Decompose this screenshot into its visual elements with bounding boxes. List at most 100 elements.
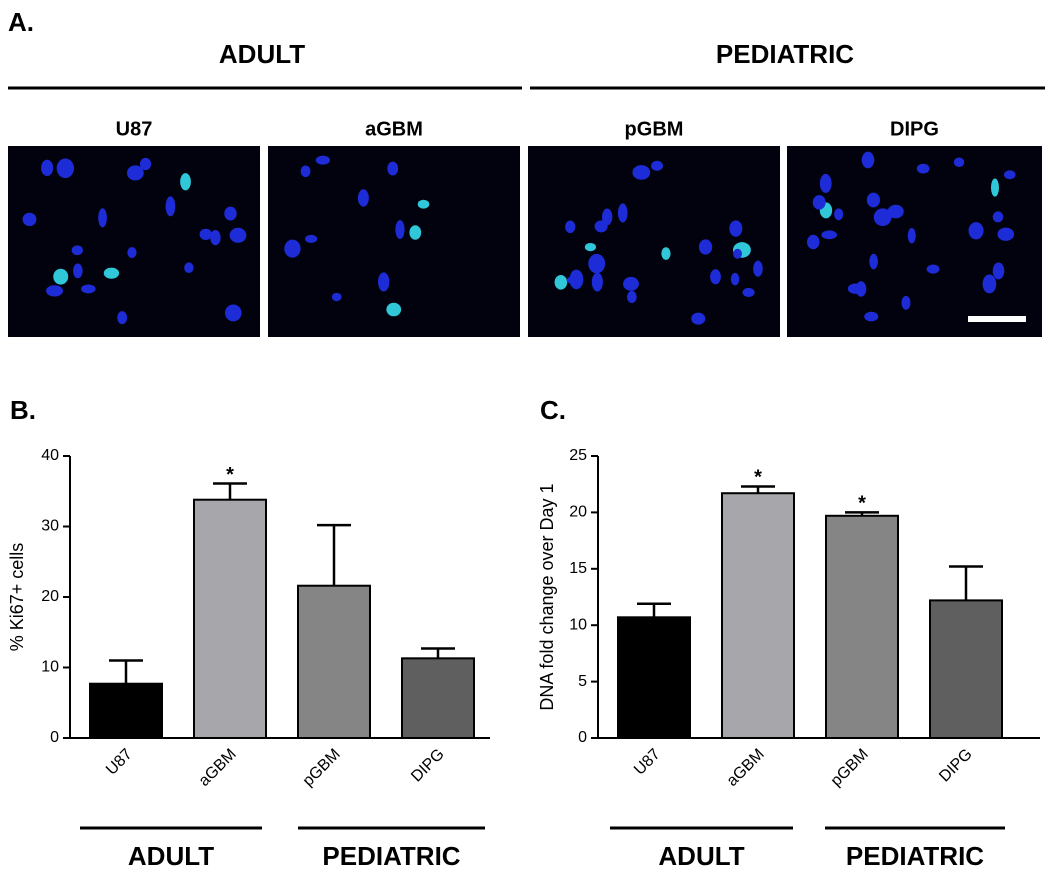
cell <box>565 220 576 234</box>
cell <box>742 287 755 297</box>
x-tick-label: pGBM <box>300 746 344 790</box>
cell <box>729 220 743 237</box>
cell <box>284 239 301 258</box>
y-tick-label: 40 <box>41 447 59 464</box>
x-tick-label: aGBM <box>196 746 240 790</box>
cell <box>81 284 96 294</box>
cell <box>887 204 904 219</box>
cell <box>926 264 940 274</box>
group-label: PEDIATRIC <box>322 841 460 871</box>
cell <box>126 165 144 181</box>
error-bar <box>741 485 775 494</box>
cell <box>601 208 613 226</box>
cell <box>224 206 237 221</box>
scale-bar <box>968 316 1026 322</box>
x-tick-label: DIPG <box>408 746 448 786</box>
significance: * <box>226 464 234 486</box>
error-bar <box>109 659 143 684</box>
cell <box>331 292 342 302</box>
y-tick-label: 20 <box>41 588 59 605</box>
cell <box>869 253 878 270</box>
cell <box>866 192 881 208</box>
cell <box>554 275 568 290</box>
cell <box>1004 170 1016 180</box>
cell <box>812 195 826 210</box>
micrograph <box>528 146 780 337</box>
bar <box>89 682 163 740</box>
cell <box>901 295 911 310</box>
image-label: U87 <box>116 118 153 140</box>
group-label: PEDIATRIC <box>846 841 984 871</box>
cell <box>730 272 740 286</box>
cell <box>834 208 844 221</box>
cell <box>821 230 837 240</box>
cell <box>378 272 390 292</box>
cell <box>224 304 242 322</box>
cell <box>184 262 194 274</box>
cell <box>315 155 331 165</box>
cell <box>710 269 721 285</box>
y-tick-label: 15 <box>569 560 587 577</box>
cell <box>819 173 832 193</box>
significance: * <box>858 493 866 515</box>
cell <box>357 189 369 207</box>
cell <box>127 247 137 258</box>
cell <box>395 220 405 239</box>
significance: * <box>754 467 762 489</box>
cell <box>617 203 628 223</box>
group-label: ADULT <box>219 39 305 69</box>
x-tick-label: pGBM <box>828 746 872 790</box>
cell <box>165 196 176 217</box>
panel-label: A. <box>8 7 34 37</box>
error-bar <box>317 523 351 586</box>
cell <box>229 227 247 243</box>
cell <box>990 178 999 197</box>
cell <box>409 225 422 240</box>
error-bar <box>949 565 983 601</box>
cell <box>626 290 637 304</box>
cell <box>98 208 107 228</box>
cell <box>139 157 152 171</box>
y-tick-label: 30 <box>41 518 59 535</box>
cell <box>46 285 64 297</box>
x-tick-label: U87 <box>631 746 664 779</box>
cell <box>210 230 221 246</box>
cell <box>753 260 763 277</box>
group-label: PEDIATRIC <box>716 39 854 69</box>
cell <box>199 228 212 240</box>
cell <box>992 211 1004 223</box>
image-label: pGBM <box>625 118 684 140</box>
bar <box>297 584 371 739</box>
cell <box>691 312 706 325</box>
panel-label: B. <box>10 395 36 425</box>
cell <box>864 311 879 322</box>
cell <box>968 222 984 240</box>
cell <box>41 159 54 176</box>
cell <box>584 242 596 252</box>
cell <box>632 165 651 180</box>
cell <box>71 245 83 256</box>
cell <box>103 267 120 279</box>
cell <box>916 163 930 174</box>
cell <box>73 263 83 279</box>
cell <box>661 247 671 260</box>
cell <box>591 272 603 292</box>
panel-label: C. <box>540 395 566 425</box>
cell <box>623 276 639 291</box>
x-tick-label: U87 <box>103 746 136 779</box>
cell <box>847 283 863 294</box>
y-tick-label: 10 <box>41 659 59 676</box>
cell <box>417 199 430 209</box>
cell <box>305 234 318 243</box>
cell <box>53 268 69 285</box>
cell <box>997 227 1015 241</box>
cell <box>861 151 875 169</box>
y-axis-label: % Ki67+ cells <box>7 543 27 652</box>
cell <box>588 253 606 274</box>
cell <box>22 212 37 227</box>
cell <box>56 158 75 179</box>
bar <box>825 514 899 739</box>
bar <box>721 492 795 739</box>
error-bar <box>213 482 247 500</box>
y-tick-label: 0 <box>578 729 587 746</box>
